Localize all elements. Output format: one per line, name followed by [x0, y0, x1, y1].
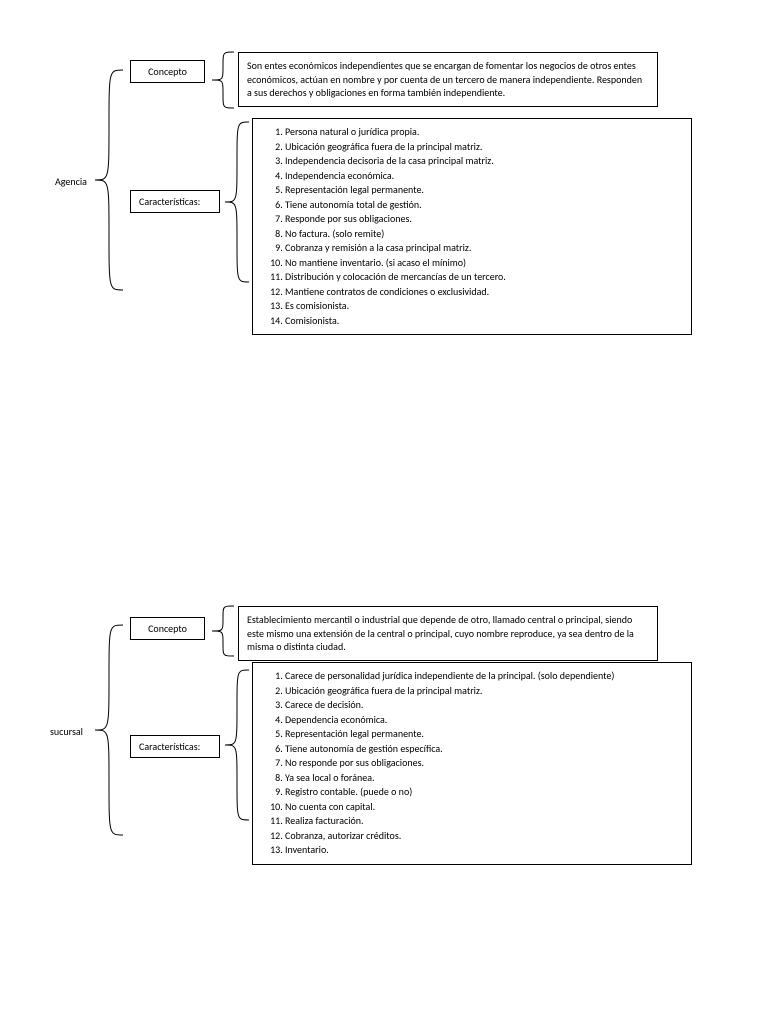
- list-item: Es comisionista.: [285, 299, 683, 314]
- list-item: No cuenta con capital.: [285, 800, 683, 815]
- caracteristicas-list-sucursal: Carece de personalidad jurídica independ…: [252, 662, 692, 865]
- list-item: No mantiene inventario. (si acaso el mín…: [285, 256, 683, 271]
- caracteristicas-label-box-sucursal: Características:: [130, 735, 220, 758]
- brace-concepto-sucursal: [212, 606, 234, 656]
- brace-caracteristicas-agencia: [225, 122, 249, 282]
- list-item: Comisionista.: [285, 314, 683, 329]
- list-item: Tiene autonomía total de gestión.: [285, 198, 683, 213]
- concepto-label-box-agencia: Concepto: [130, 60, 205, 83]
- list-item: Persona natural o jurídica propia.: [285, 125, 683, 140]
- list-item: Representación legal permanente.: [285, 727, 683, 742]
- list-item: Registro contable. (puede o no): [285, 785, 683, 800]
- concepto-text-agencia: Son entes económicos independientes que …: [238, 52, 658, 107]
- brace-caracteristicas-sucursal: [225, 670, 249, 820]
- list-item: Carece de personalidad jurídica independ…: [285, 669, 683, 684]
- concepto-label-box-sucursal: Concepto: [130, 617, 205, 640]
- caracteristicas-label-box-agencia: Características:: [130, 190, 220, 213]
- list-item: Cobranza y remisión a la casa principal …: [285, 241, 683, 256]
- list-item: Tiene autonomía de gestión específica.: [285, 742, 683, 757]
- list-item: Inventario.: [285, 843, 683, 858]
- list-item: Dependencia económica.: [285, 713, 683, 728]
- list-item: Carece de decisión.: [285, 698, 683, 713]
- brace-concepto-agencia: [212, 52, 234, 108]
- list-item: Representación legal permanente.: [285, 183, 683, 198]
- list-item: Ubicación geográfica fuera de la princip…: [285, 140, 683, 155]
- list-item: Ubicación geográfica fuera de la princip…: [285, 684, 683, 699]
- list-item: No factura. (solo remite): [285, 227, 683, 242]
- list-item: Ya sea local o foránea.: [285, 771, 683, 786]
- list-item: Realiza facturación.: [285, 814, 683, 829]
- root-label-sucursal: sucursal: [50, 725, 83, 738]
- list-item: Distribución y colocación de mercancías …: [285, 270, 683, 285]
- list-item: Independencia decisoria de la casa princ…: [285, 154, 683, 169]
- list-item: Responde por sus obligaciones.: [285, 212, 683, 227]
- list-item: Cobranza, autorizar créditos.: [285, 829, 683, 844]
- brace-root-agencia: [95, 70, 123, 290]
- concepto-text-sucursal: Establecimiento mercantil o industrial q…: [238, 606, 658, 661]
- list-item: No responde por sus obligaciones.: [285, 756, 683, 771]
- root-label-agencia: Agencia: [55, 175, 87, 188]
- brace-root-sucursal: [95, 625, 123, 835]
- list-item: Mantiene contratos de condiciones o excl…: [285, 285, 683, 300]
- caracteristicas-list-agencia: Persona natural o jurídica propia. Ubica…: [252, 118, 692, 335]
- list-item: Independencia económica.: [285, 169, 683, 184]
